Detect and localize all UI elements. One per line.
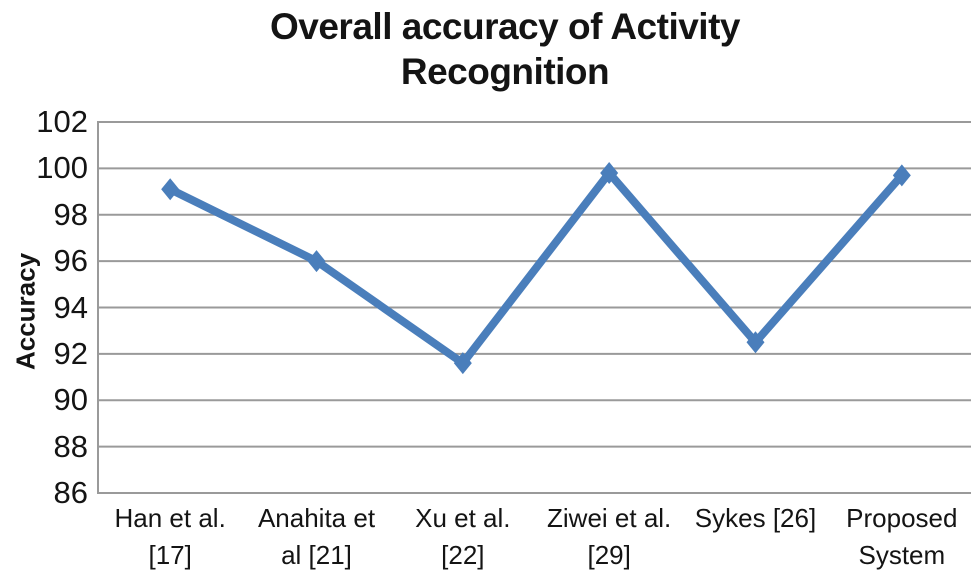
chart-title: Overall accuracy of Activity Recognition [270, 6, 740, 92]
y-tick-label: 100 [36, 150, 88, 186]
x-axis-category-label: Han et al. [17] [114, 503, 226, 570]
plot-canvas [97, 121, 971, 494]
y-tick-label: 90 [53, 382, 88, 418]
accuracy-line-series [166, 169, 906, 368]
plot-area [97, 121, 975, 494]
y-tick-label: 102 [36, 104, 88, 139]
y-tick-label: 96 [53, 243, 88, 279]
y-tick-label: 92 [53, 335, 88, 371]
x-axis-category-label: Proposed System [846, 503, 958, 570]
y-tick-label: 88 [53, 428, 88, 464]
data-point-marker [161, 178, 180, 201]
data-point-marker [600, 162, 619, 185]
y-tick-label: 98 [53, 196, 88, 232]
data-point-marker [453, 352, 472, 375]
y-tick-label: 94 [53, 289, 88, 325]
x-axis-category-label: Sykes [26] [694, 503, 817, 533]
x-axis-category-label: Xu et al. [22] [415, 503, 511, 570]
data-point-marker [892, 164, 911, 187]
x-axis-category-label: Ziwei et al. [29] [547, 503, 672, 570]
x-axis-category-label: Anahita et al [21] [257, 503, 376, 570]
data-point-marker [746, 331, 765, 354]
data-point-marker [307, 250, 326, 273]
y-tick-label: 86 [53, 475, 88, 510]
